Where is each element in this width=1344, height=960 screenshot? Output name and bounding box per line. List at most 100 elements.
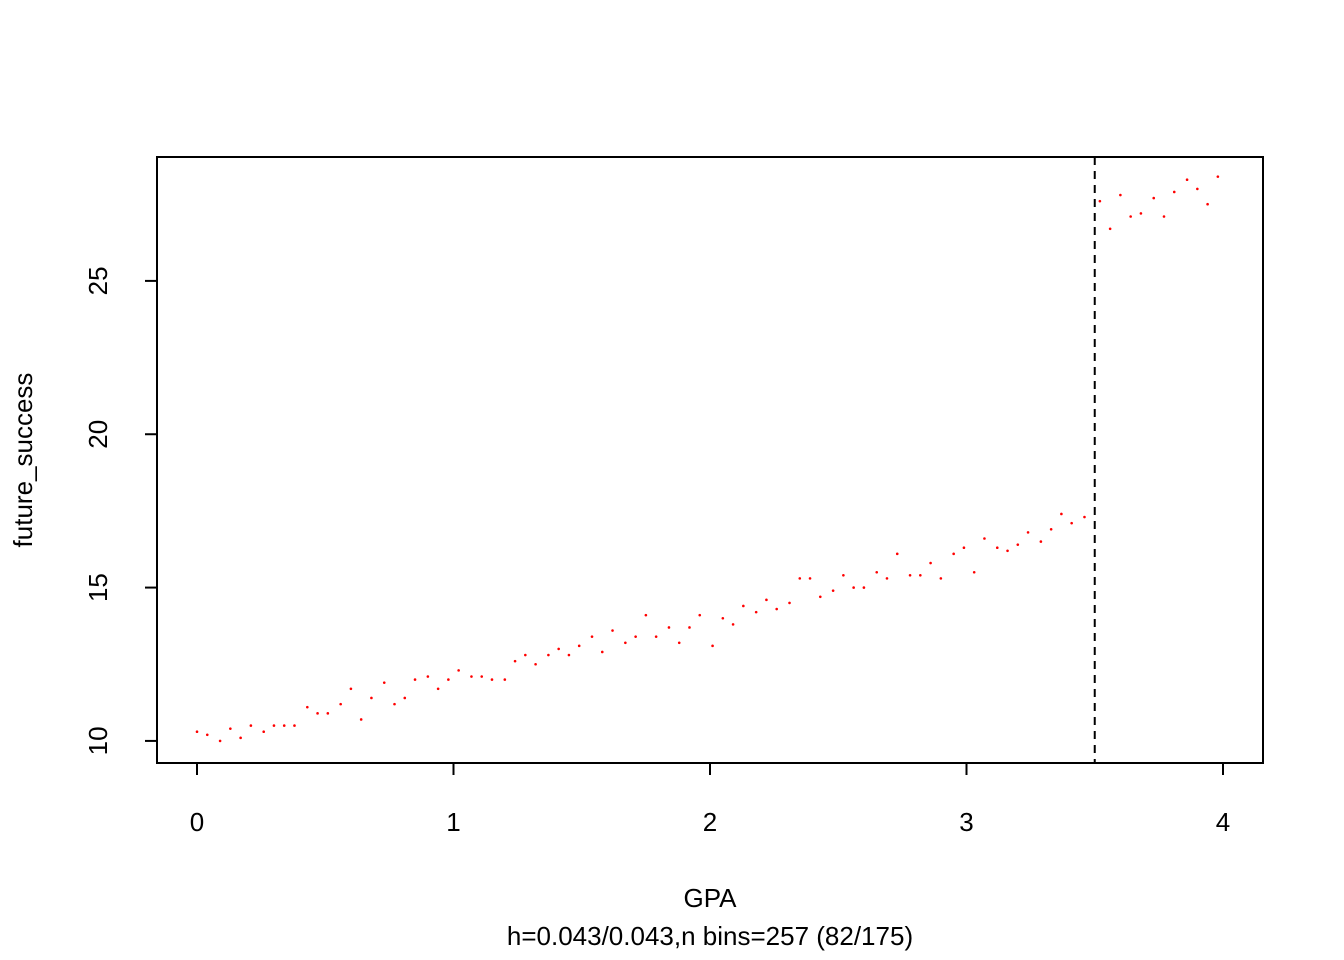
point <box>1162 215 1166 218</box>
point <box>952 552 955 556</box>
point <box>349 687 353 691</box>
point <box>316 712 319 715</box>
point <box>547 653 550 657</box>
point <box>754 610 758 614</box>
point <box>1119 193 1122 197</box>
point <box>382 681 386 684</box>
point <box>1016 543 1020 546</box>
point <box>205 733 209 737</box>
point <box>1206 202 1209 206</box>
subtitle: h=0.043/0.043,n bins=257 (82/175) <box>507 921 913 951</box>
point <box>775 607 778 611</box>
point <box>1083 515 1086 519</box>
point <box>490 678 494 681</box>
point <box>698 613 702 617</box>
point <box>457 669 460 672</box>
point <box>513 659 517 663</box>
point <box>577 644 581 648</box>
y-axis-label: future_success <box>8 373 38 548</box>
point <box>1049 528 1053 531</box>
point <box>983 537 986 540</box>
point <box>503 678 507 681</box>
point <box>600 650 604 654</box>
x-tick-label: 2 <box>703 807 717 837</box>
point <box>1026 531 1030 534</box>
point <box>524 653 527 657</box>
point <box>567 653 571 657</box>
point <box>885 577 889 580</box>
point <box>359 718 363 721</box>
plot-frame <box>156 156 1264 764</box>
point <box>842 574 845 577</box>
y-tick-label: 15 <box>83 573 113 602</box>
point <box>654 635 658 638</box>
point <box>831 589 835 592</box>
x-tick-label: 1 <box>446 807 460 837</box>
point <box>413 678 417 681</box>
point <box>218 739 222 743</box>
point <box>403 696 407 700</box>
point <box>798 577 802 580</box>
x-tick-label: 3 <box>959 807 973 837</box>
x-tick-label: 0 <box>190 807 204 837</box>
point <box>195 730 199 734</box>
point <box>1060 512 1063 516</box>
point <box>1216 175 1220 178</box>
point <box>557 647 560 651</box>
point <box>995 546 999 550</box>
point <box>447 678 450 681</box>
point <box>249 724 253 727</box>
point <box>688 626 691 629</box>
point <box>611 629 614 632</box>
point <box>972 570 976 574</box>
point <box>624 641 627 645</box>
point <box>426 675 430 678</box>
point <box>306 705 309 709</box>
point <box>480 675 484 678</box>
point <box>808 577 812 580</box>
point <box>1139 212 1143 215</box>
point <box>962 546 966 550</box>
point <box>634 635 637 638</box>
y-tick-label: 20 <box>83 420 113 449</box>
point <box>862 586 866 589</box>
x-tick-label: 4 <box>1216 807 1230 837</box>
point <box>1070 521 1073 525</box>
point <box>711 644 714 648</box>
point <box>293 724 296 727</box>
point <box>1108 227 1112 231</box>
point <box>929 561 932 565</box>
point <box>1185 178 1189 181</box>
point <box>590 635 594 638</box>
point <box>895 552 899 556</box>
point <box>1006 549 1009 553</box>
point <box>239 736 242 740</box>
point <box>818 595 822 599</box>
point <box>667 626 671 629</box>
point <box>852 586 855 589</box>
point <box>470 675 473 678</box>
point <box>1172 190 1176 194</box>
point <box>677 641 681 645</box>
x-axis-label: GPA <box>684 883 738 913</box>
point <box>939 577 943 580</box>
point <box>1098 199 1102 203</box>
point <box>326 712 330 715</box>
y-tick-label: 10 <box>83 726 113 755</box>
point <box>534 662 537 666</box>
point <box>272 724 276 727</box>
point <box>919 574 922 577</box>
point <box>339 702 342 706</box>
point <box>765 598 768 602</box>
point <box>370 696 373 700</box>
point <box>731 623 735 626</box>
point <box>908 574 912 577</box>
point <box>1196 187 1199 191</box>
y-tick-label: 25 <box>83 266 113 295</box>
point <box>788 601 791 605</box>
point <box>282 724 286 727</box>
point <box>875 570 879 574</box>
point <box>1152 196 1156 200</box>
